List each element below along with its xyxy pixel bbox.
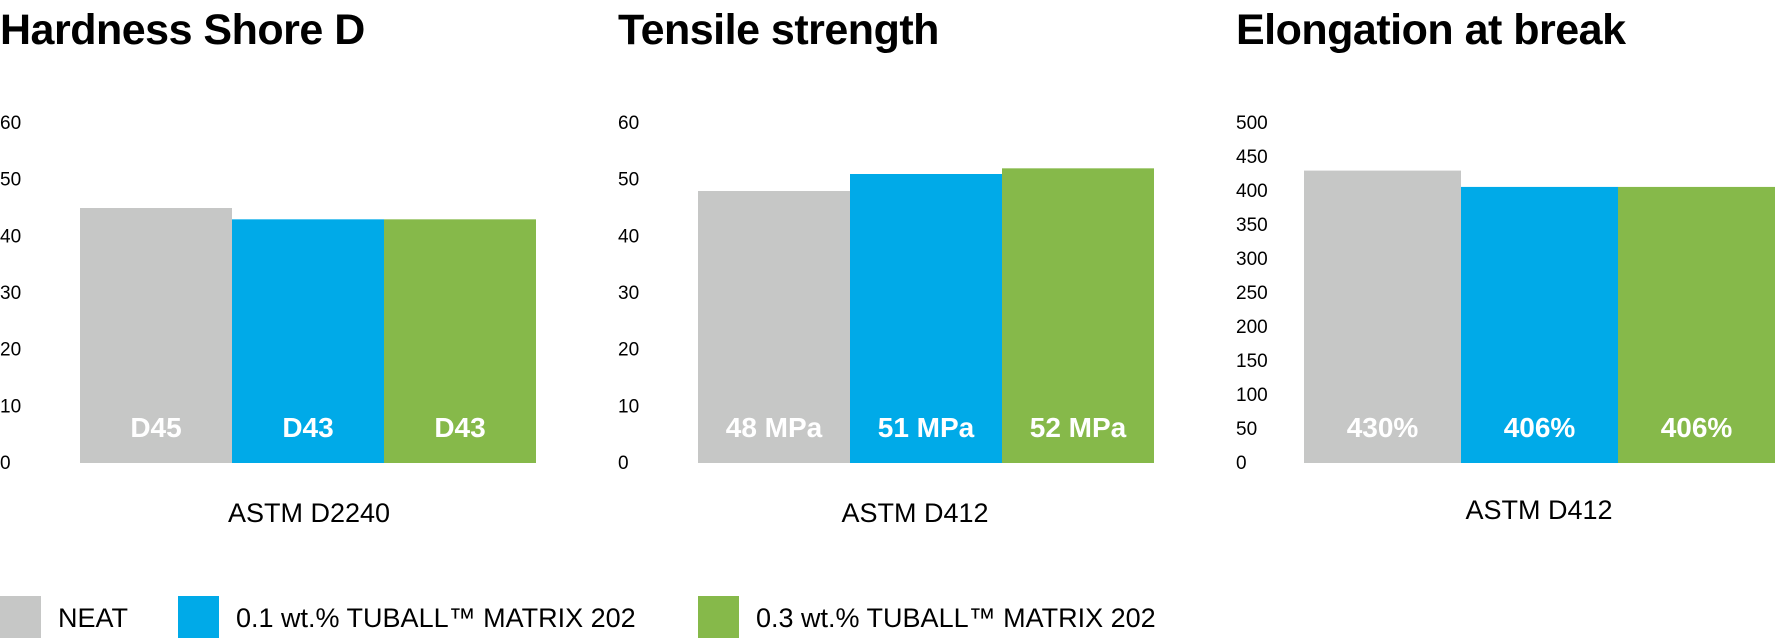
y-tick-label: 20 (618, 340, 639, 361)
chart-title: Hardness Shore D (0, 6, 365, 54)
plot-area: 0 10 20 30 40 50 60 48 MPa 51 MPa 52 MPa (618, 113, 1154, 474)
bar-data-label: 406% (1504, 412, 1576, 443)
legend-swatch (698, 596, 739, 638)
y-tick-label: 30 (0, 283, 21, 304)
chart-elongation: Elongation at break 0 50 100 150 200 250 300 35… (1236, 0, 1776, 540)
bar-data-label: 48 MPa (726, 412, 823, 443)
bar-data-label: D45 (130, 412, 181, 443)
chart-xlabel: ASTM D412 (1465, 495, 1613, 525)
y-tick-label: 60 (618, 113, 639, 134)
plot-area: 0 50 100 150 200 250 300 350 400 450 500 430% 406% 40… (1236, 113, 1775, 474)
chart-xlabel: ASTM D412 (841, 498, 989, 528)
y-tick-label: 0 (618, 453, 629, 474)
chart-xlabel: ASTM D2240 (227, 498, 391, 528)
y-tick-label: 500 (1236, 113, 1268, 134)
bar-data-label: 430% (1347, 412, 1419, 443)
y-tick-label: 20 (0, 340, 21, 361)
y-tick-label: 30 (618, 283, 639, 304)
bar (384, 219, 536, 463)
y-tick-label: 300 (1236, 249, 1268, 270)
bar (1618, 186, 1775, 464)
y-tick-label: 0 (0, 453, 11, 474)
bar-data-label: 52 MPa (1030, 412, 1127, 443)
bar (850, 174, 1002, 463)
bar (1304, 170, 1461, 463)
y-tick-label: 250 (1236, 283, 1268, 304)
bar (698, 191, 850, 463)
bar (1002, 168, 1154, 464)
y-tick-label: 10 (0, 396, 21, 417)
y-tick-label: 40 (618, 226, 639, 247)
legend-swatch (178, 596, 219, 638)
y-tick-label: 350 (1236, 215, 1268, 236)
legend-label: 0.1 wt.% TUBALL™ MATRIX 202 (236, 603, 636, 633)
legend-label: 0.3 wt.% TUBALL™ MATRIX 202 (756, 603, 1156, 633)
bar (1461, 186, 1618, 464)
chart-hardness: Hardness Shore D 0 10 20 30 40 50 60 D45 D43 D43 … (0, 0, 560, 540)
y-tick-label: 50 (618, 170, 639, 191)
y-tick-label: 40 (0, 226, 21, 247)
plot-area: 0 10 20 30 40 50 60 D45 D43 D43 (0, 113, 536, 474)
bar-data-label: 51 MPa (878, 412, 975, 443)
y-tick-label: 150 (1236, 351, 1268, 372)
bar-data-label: D43 (282, 412, 333, 443)
y-tick-label: 100 (1236, 385, 1268, 406)
y-tick-label: 50 (0, 170, 21, 191)
legend-swatch (0, 596, 41, 638)
y-tick-label: 50 (1236, 419, 1257, 440)
y-tick-label: 200 (1236, 317, 1268, 338)
y-tick-label: 60 (0, 113, 21, 134)
bar-data-label: D43 (434, 412, 485, 443)
chart-title: Elongation at break (1236, 6, 1626, 54)
y-tick-label: 400 (1236, 181, 1268, 202)
bar (232, 219, 384, 463)
y-tick-label: 450 (1236, 147, 1268, 168)
bar-data-label: 406% (1661, 412, 1733, 443)
chart-title: Tensile strength (618, 6, 939, 54)
bar (80, 208, 232, 463)
legend-label: NEAT (58, 603, 129, 633)
y-tick-label: 0 (1236, 453, 1247, 474)
chart-tensile: Tensile strength 0 10 20 30 40 50 60 48 MPa 51 M… (618, 0, 1178, 540)
y-tick-label: 10 (618, 396, 639, 417)
